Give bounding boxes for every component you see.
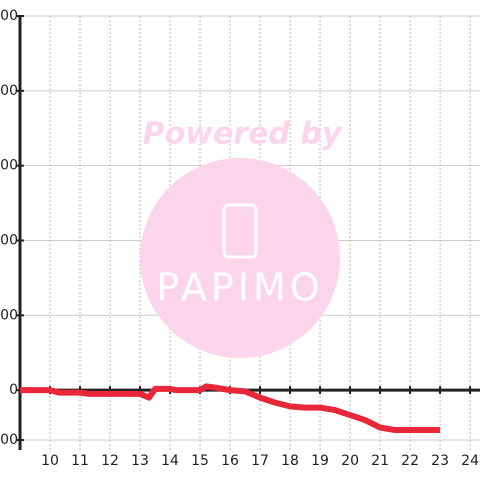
x-tick-label: 23	[431, 453, 449, 469]
x-tick-label: 20	[341, 453, 359, 469]
x-tick-label: 22	[401, 453, 419, 469]
y-tick-label: 90,000	[0, 158, 18, 174]
x-tick-label: 24	[461, 453, 479, 469]
y-tick-label: -20,000	[0, 432, 18, 448]
watermark-logo: PAPIMO	[156, 266, 323, 310]
x-tick-label: 11	[71, 453, 89, 469]
line	[20, 383, 441, 434]
x-tick-label: 13	[131, 453, 149, 469]
x-tick-label: 15	[191, 453, 209, 469]
x-tick-label: 19	[311, 453, 329, 469]
y-tick-label: 0	[9, 382, 18, 398]
watermark-icon	[222, 203, 258, 259]
x-tick-label: 18	[281, 453, 299, 469]
x-tick-label: 17	[251, 453, 269, 469]
y-tick-label: 120,000	[0, 83, 18, 99]
x-tick-label: 10	[41, 453, 59, 469]
watermark-text: Powered by	[143, 117, 343, 152]
x-tick-label: 16	[221, 453, 239, 469]
x-tick-label: 21	[371, 453, 389, 469]
y-tick-label: 150,000	[0, 8, 18, 24]
y-tick-label: 30,000	[0, 307, 18, 323]
x-tick-label: 12	[101, 453, 119, 469]
x-tick-label: 14	[161, 453, 179, 469]
y-tick-label: 60,000	[0, 232, 18, 248]
